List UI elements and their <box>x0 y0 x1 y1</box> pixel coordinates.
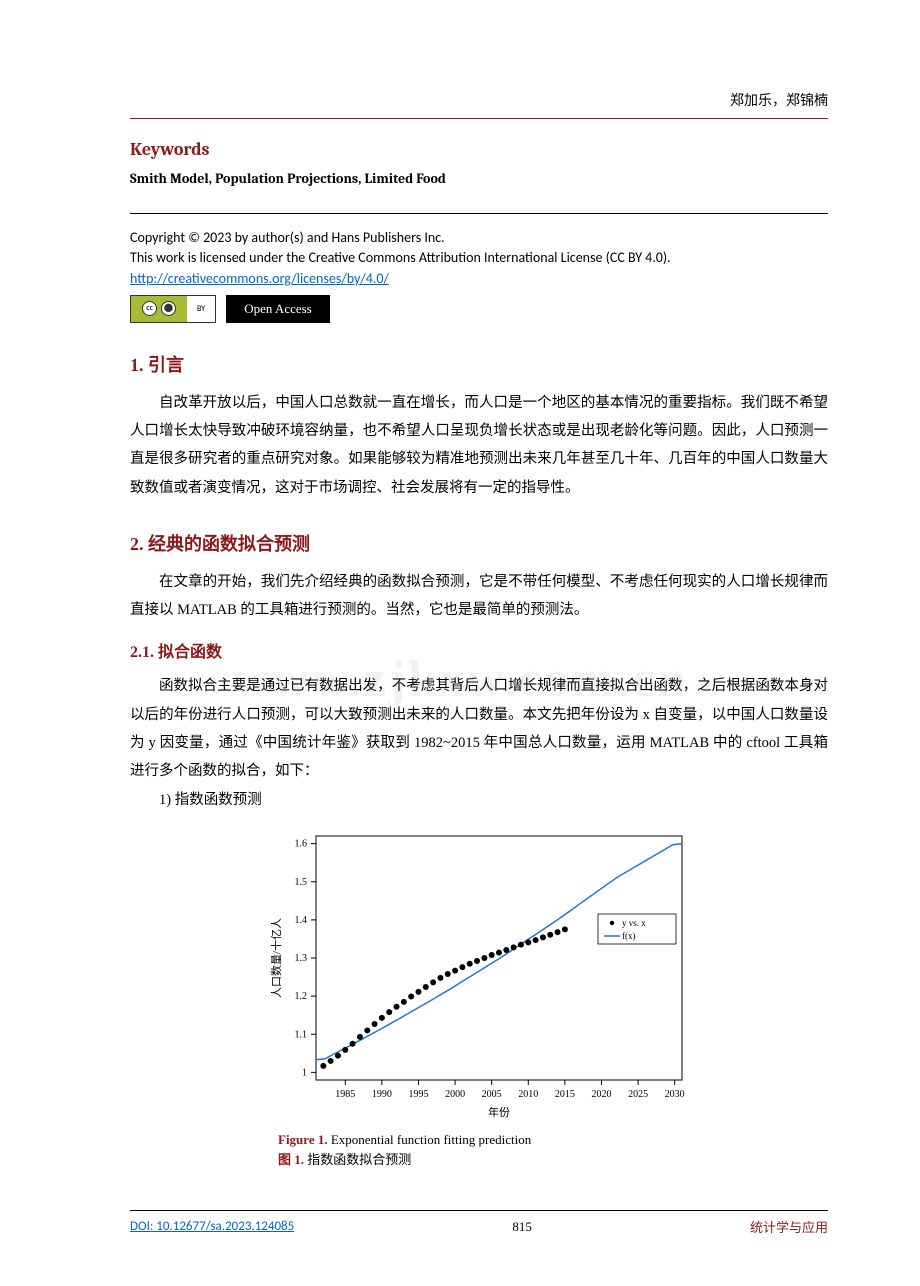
page-footer: DOI: 10.12677/sa.2023.124085 815 统计学与应用 <box>130 1217 828 1236</box>
svg-text:1.6: 1.6 <box>295 838 308 849</box>
keywords-line: Smith Model, Population Projections, Lim… <box>130 170 828 187</box>
by-icon: ⬤ <box>161 301 176 316</box>
svg-text:1990: 1990 <box>372 1089 392 1100</box>
page-authors: 郑加乐，郑锦楠 <box>130 90 828 110</box>
footer-rule <box>130 1210 828 1211</box>
svg-text:1.1: 1.1 <box>295 1029 308 1040</box>
svg-text:2015: 2015 <box>555 1089 575 1100</box>
open-access-badge: Open Access <box>226 295 330 323</box>
svg-text:f(x): f(x) <box>622 931 636 941</box>
copyright-block: Copyright © 2023 by author(s) and Hans P… <box>130 228 828 323</box>
figure-1-en-label: Figure 1. <box>278 1132 328 1147</box>
figure-1: 1985 1990 1995 2000 2005 2010 2015 2020 2025 2030… <box>130 824 828 1170</box>
section-2-1-item-1: 1) 指数函数预测 <box>130 786 828 814</box>
svg-text:2025: 2025 <box>628 1089 648 1100</box>
svg-text:人口数量/十亿人: 人口数量/十亿人 <box>269 918 283 998</box>
section-1-para-1: 自改革开放以后，中国人口总数就一直在增长，而人口是一个地区的基本情况的重要指标。… <box>130 389 828 502</box>
svg-text:1.3: 1.3 <box>295 953 308 964</box>
footer-doi[interactable]: DOI: 10.12677/sa.2023.124085 <box>130 1219 294 1234</box>
footer-journal: 统计学与应用 <box>750 1217 828 1236</box>
svg-text:y vs. x: y vs. x <box>622 918 646 928</box>
svg-text:1995: 1995 <box>408 1089 428 1100</box>
svg-text:1.4: 1.4 <box>295 915 308 926</box>
svg-text:2010: 2010 <box>518 1089 538 1100</box>
keywords-heading: Keywords <box>130 139 828 160</box>
chart-exponential-fit: 1985 1990 1995 2000 2005 2010 2015 2020 2025 2030… <box>264 824 694 1124</box>
svg-text:2000: 2000 <box>445 1089 465 1100</box>
figure-1-cn-text: 指数函数拟合预测 <box>307 1152 411 1167</box>
svg-text:2020: 2020 <box>591 1089 611 1100</box>
header-rule <box>130 118 828 119</box>
section-1-heading: 1. 引言 <box>130 351 828 377</box>
svg-text:2005: 2005 <box>482 1089 502 1100</box>
license-link[interactable]: http://creativecommons.org/licenses/by/4… <box>130 270 389 287</box>
cc-icon: cc <box>142 301 157 316</box>
section-2-para-1: 在文章的开始，我们先介绍经典的函数拟合预测，它是不带任何模型、不考虑任何现实的人… <box>130 568 828 625</box>
svg-text:1985: 1985 <box>335 1089 355 1100</box>
svg-text:2030: 2030 <box>665 1089 685 1100</box>
footer-page-number: 815 <box>512 1219 532 1235</box>
figure-1-en-text: Exponential function fitting prediction <box>328 1132 532 1147</box>
figure-1-cn-label: 图 1. <box>278 1152 307 1167</box>
section-2-1-para-1: 函数拟合主要是通过已有数据出发，不考虑其背后人口增长规律而直接拟合出函数，之后根… <box>130 672 828 785</box>
cc-by-badge: cc ⬤ BY <box>130 295 216 323</box>
copyright-line-2: This work is licensed under the Creative… <box>130 248 828 268</box>
svg-text:年份: 年份 <box>488 1105 510 1119</box>
svg-text:1.2: 1.2 <box>295 991 308 1002</box>
section-2-1-heading: 2.1. 拟合函数 <box>130 638 828 662</box>
svg-text:1: 1 <box>302 1067 307 1078</box>
svg-text:1.5: 1.5 <box>295 877 308 888</box>
copyright-line-1: Copyright © 2023 by author(s) and Hans P… <box>130 228 828 248</box>
section-rule <box>130 213 828 214</box>
figure-1-caption: Figure 1. Exponential function fitting p… <box>130 1130 828 1170</box>
section-2-heading: 2. 经典的函数拟合预测 <box>130 530 828 556</box>
cc-by-label: BY <box>187 296 215 322</box>
